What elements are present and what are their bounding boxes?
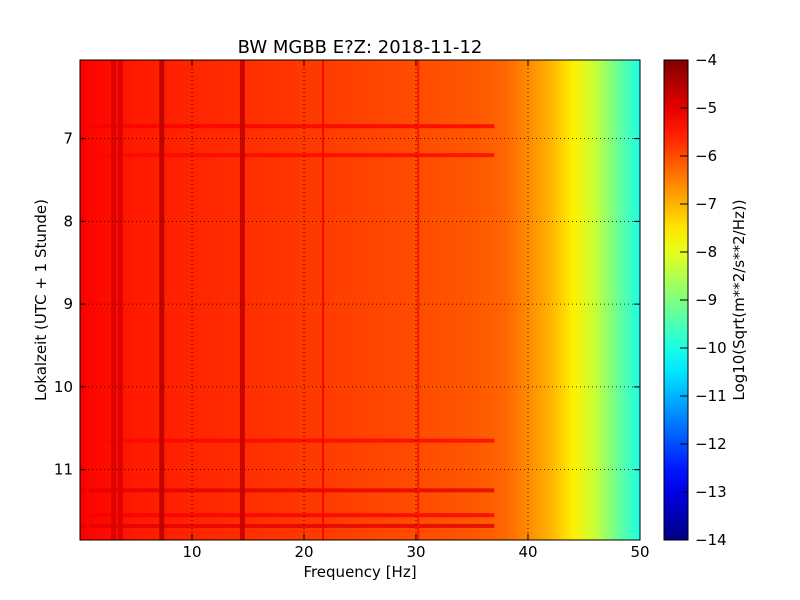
frequency-line xyxy=(117,60,123,540)
colorbar-tick-label: −5 xyxy=(695,99,717,117)
frequency-line xyxy=(86,60,89,540)
frequency-line xyxy=(322,60,325,540)
chart-title: BW MGBB E?Z: 2018-11-12 xyxy=(238,37,483,58)
time-band xyxy=(80,513,495,518)
x-tick-label: 50 xyxy=(630,543,649,561)
x-tick-label: 10 xyxy=(182,543,201,561)
x-axis-ticks: 10 20 30 40 50 xyxy=(182,60,650,561)
time-band xyxy=(80,438,495,443)
x-axis-label: Frequency [Hz] xyxy=(303,563,416,581)
y-tick-label: 11 xyxy=(54,461,73,479)
plot-area xyxy=(80,60,640,540)
y-axis-label: Lokalzeit (UTC + 1 Stunde) xyxy=(32,199,50,401)
x-tick-label: 40 xyxy=(518,543,537,561)
colorbar-tick-label: −14 xyxy=(695,531,727,549)
colorbar-ticks: −4 −5 −6 −7 −8 −9 −10 −11 −12 −13 −14 xyxy=(680,51,727,549)
time-band xyxy=(80,488,495,493)
colorbar-tick-label: −6 xyxy=(695,147,717,165)
colorbar-label: Log10(Sqrt(m**2/s**2/Hz)) xyxy=(730,199,748,400)
time-band xyxy=(80,523,495,528)
colorbar-tick-label: −7 xyxy=(695,195,717,213)
frequency-line xyxy=(111,60,117,540)
colorbar-tick-label: −12 xyxy=(695,435,727,453)
colorbar-tick-label: −9 xyxy=(695,291,717,309)
grid-lines xyxy=(80,60,640,540)
x-tick-label: 20 xyxy=(294,543,313,561)
time-band xyxy=(80,124,495,129)
colorbar-tick-label: −11 xyxy=(695,387,727,405)
colorbar-tick-label: −8 xyxy=(695,243,717,261)
x-tick-label: 30 xyxy=(406,543,425,561)
heatmap-bands xyxy=(80,124,495,528)
y-tick-label: 7 xyxy=(63,130,73,148)
heatmap-background xyxy=(80,60,640,540)
plot-frame xyxy=(79,59,641,541)
y-axis-ticks: 7 8 9 10 11 xyxy=(54,130,640,479)
frequency-line xyxy=(239,60,245,540)
y-tick-label: 9 xyxy=(63,295,73,313)
colorbar-tick-label: −4 xyxy=(695,51,717,69)
y-tick-label: 10 xyxy=(54,378,73,396)
frequency-line xyxy=(159,60,165,540)
y-tick-label: 8 xyxy=(63,212,73,230)
heatmap-frequency-lines xyxy=(86,60,420,540)
time-band xyxy=(80,153,495,158)
colorbar-tick-label: −10 xyxy=(695,339,727,357)
frequency-line xyxy=(417,60,420,540)
colorbar-tick-label: −13 xyxy=(695,483,727,501)
